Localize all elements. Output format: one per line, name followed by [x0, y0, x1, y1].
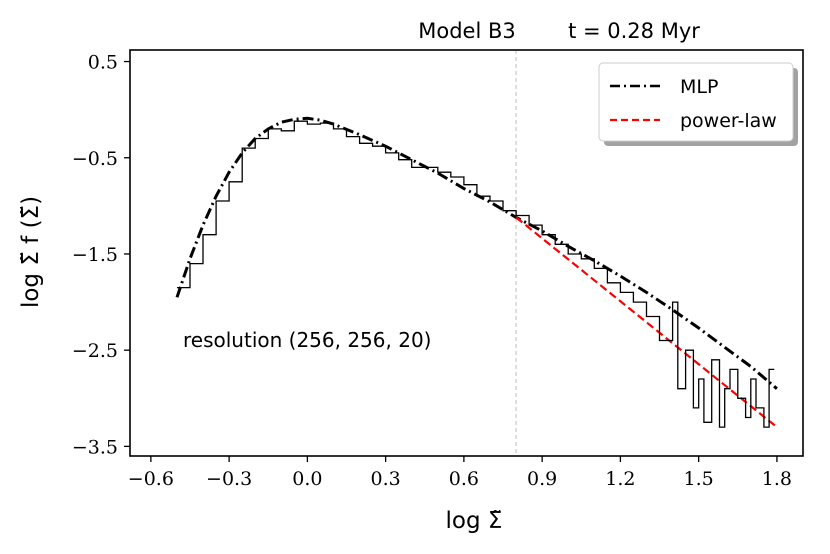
x-tick-label: 1.2 [605, 468, 635, 490]
legend-mlp-label: MLP [680, 76, 718, 98]
legend: MLP power-law [598, 62, 798, 146]
y-tick-label: −2.5 [72, 340, 118, 362]
plot-frame [129, 49, 804, 457]
resolution-annotation: resolution (256, 256, 20) [183, 328, 431, 352]
x-axis-title: log Σ̃ [446, 508, 503, 534]
y-tick-label: 0.5 [88, 52, 118, 74]
y-tick-label: −1.5 [72, 244, 118, 266]
legend-powerlaw-label: power-law [680, 110, 777, 132]
chart-title-left: Model B3 [418, 19, 516, 43]
x-tick-label: 0.9 [527, 468, 557, 490]
y-tick-label: −0.5 [72, 148, 118, 170]
x-tick-label: 1.8 [762, 468, 792, 490]
y-axis-title: log Σ̃ f (Σ̃) [18, 196, 44, 308]
y-tick-label: −3.5 [72, 436, 118, 458]
series-power-law [515, 216, 778, 428]
series-histogram [177, 120, 775, 428]
chart-title-right: t = 0.28 Myr [568, 19, 700, 43]
x-tick-label: 1.5 [684, 468, 714, 490]
x-tick-label: −0.6 [128, 468, 174, 490]
x-tick-label: 0.0 [292, 468, 322, 490]
x-tick-label: 0.6 [449, 468, 479, 490]
series-mlp [175, 116, 778, 390]
x-tick-label: 0.3 [371, 468, 401, 490]
x-tick-label: −0.3 [206, 468, 252, 490]
